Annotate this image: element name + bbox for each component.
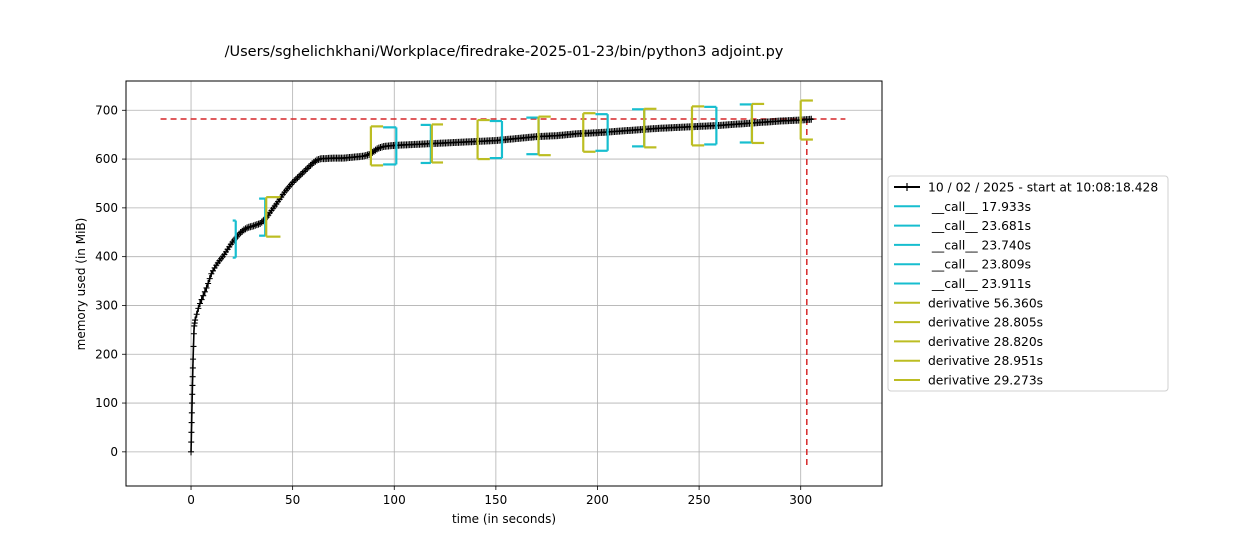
legend-entry: __call__ 17.933s [894, 200, 1031, 214]
legend-entry: derivative 28.805s [894, 316, 1043, 330]
y-tick-label: 200 [95, 347, 118, 361]
memory-point [203, 284, 210, 292]
memory-point [188, 448, 195, 456]
memory-point [190, 330, 197, 338]
memory-point [206, 275, 213, 283]
x-tick-label: 300 [789, 493, 812, 507]
memory-point [188, 419, 195, 427]
call-bracket [259, 197, 267, 237]
grid [126, 81, 882, 486]
call-bracket [704, 105, 718, 146]
memory-point [198, 296, 205, 304]
memory-point [190, 355, 197, 363]
memory-point [188, 438, 195, 446]
peak-lines [160, 118, 846, 469]
y-axis-ticks: 0 100 200 300 400 500 600 700 [95, 103, 126, 459]
chart-title: /Users/sghelichkhani/Workplace/firedrake… [225, 44, 784, 60]
legend-label: __call__ 23.681s [928, 219, 1031, 233]
derivative-bracket [537, 115, 551, 157]
x-axis-label: time (in seconds) [452, 512, 556, 526]
legend-entry: __call__ 23.911s [894, 277, 1031, 291]
legend-marker [904, 183, 910, 191]
function-brackets [232, 99, 813, 259]
y-tick-label: 600 [95, 152, 118, 166]
x-tick-label: 0 [187, 493, 195, 507]
legend-entry: 10 / 02 / 2025 - start at 10:08:18.428 [894, 181, 1158, 195]
derivative-bracket [369, 125, 384, 167]
memory-point [190, 342, 197, 350]
legend-entry: derivative 28.820s [894, 335, 1043, 349]
call-bracket [595, 113, 609, 152]
legend-label: __call__ 23.740s [928, 238, 1031, 252]
legend-label: derivative 28.820s [928, 335, 1043, 349]
memory-point [201, 288, 208, 296]
y-tick-label: 300 [95, 298, 118, 312]
legend: 10 / 02 / 2025 - start at 10:08:18.428 _… [887, 175, 1169, 392]
legend-label: __call__ 17.933s [928, 200, 1031, 214]
legend-label: derivative 29.273s [928, 374, 1043, 388]
memory-point [200, 292, 207, 300]
y-tick-label: 700 [95, 103, 118, 117]
x-tick-label: 100 [383, 493, 406, 507]
y-tick-label: 500 [95, 201, 118, 215]
memory-point [205, 280, 212, 287]
legend-entry: derivative 29.273s [894, 374, 1043, 388]
memory-point [189, 399, 196, 407]
y-tick-label: 100 [95, 396, 118, 410]
derivative-bracket [690, 105, 705, 147]
derivative-bracket [750, 102, 765, 145]
memory-point [808, 115, 815, 123]
memory-point [188, 409, 195, 417]
derivative-bracket [430, 123, 444, 164]
legend-label: derivative 28.805s [928, 316, 1043, 330]
legend-entry: derivative 28.951s [894, 354, 1043, 368]
legend-label: __call__ 23.911s [928, 277, 1031, 291]
legend-label: derivative 56.360s [928, 296, 1043, 310]
memory-point [189, 364, 196, 372]
y-tick-label: 400 [95, 250, 118, 264]
derivative-bracket [582, 112, 596, 153]
memory-point [192, 316, 199, 324]
y-axis-label: memory used (in MiB) [74, 218, 88, 351]
legend-entry: __call__ 23.740s [894, 238, 1031, 252]
memory-point [189, 373, 196, 381]
x-tick-label: 200 [586, 493, 609, 507]
y-tick-label: 0 [110, 445, 118, 459]
legend-entry: __call__ 23.681s [894, 219, 1031, 233]
memory-point [196, 300, 203, 308]
plot-frame [125, 80, 883, 487]
memory-point [189, 390, 196, 398]
memory-point [189, 381, 196, 389]
memory-series-line [190, 118, 813, 452]
call-bracket [232, 219, 237, 259]
call-bracket [383, 126, 398, 166]
legend-box [887, 175, 1169, 392]
x-tick-label: 50 [285, 493, 300, 507]
derivative-bracket [476, 118, 490, 161]
legend-label: 10 / 02 / 2025 - start at 10:08:18.428 [928, 181, 1158, 195]
derivative-bracket [265, 196, 281, 238]
derivative-bracket [799, 99, 813, 141]
memory-point [193, 310, 200, 318]
legend-entry: derivative 56.360s [894, 296, 1043, 310]
memory-point [195, 304, 202, 312]
derivative-bracket [643, 107, 657, 149]
memory-point [188, 428, 195, 436]
legend-label: derivative 28.951s [928, 354, 1043, 368]
memory-line [188, 115, 815, 456]
x-axis-ticks: 0 50 100 150 200 250 300 [187, 486, 812, 507]
x-tick-label: 150 [484, 493, 507, 507]
call-bracket [489, 119, 504, 160]
x-tick-label: 250 [688, 493, 711, 507]
legend-entry: __call__ 23.809s [894, 258, 1031, 272]
legend-label: __call__ 23.809s [928, 258, 1031, 272]
